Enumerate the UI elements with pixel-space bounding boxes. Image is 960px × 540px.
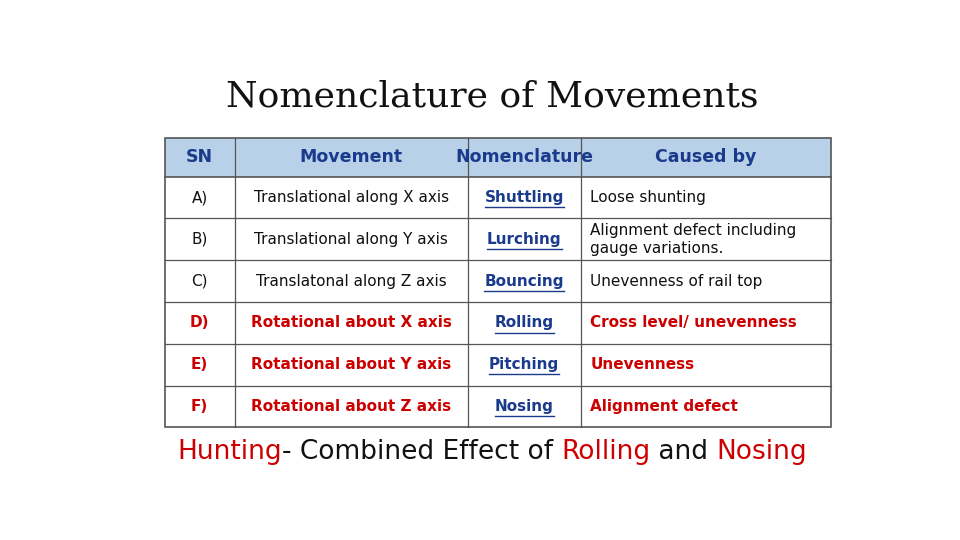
Text: D): D) — [190, 315, 209, 330]
Text: Lurching: Lurching — [487, 232, 562, 247]
Text: Translatonal along Z axis: Translatonal along Z axis — [255, 274, 446, 289]
Text: SN: SN — [186, 148, 213, 166]
Bar — [165, 219, 830, 260]
Text: Unevenness of rail top: Unevenness of rail top — [590, 274, 763, 289]
Bar — [165, 344, 830, 386]
Text: B): B) — [191, 232, 207, 247]
Text: Alignment defect including
gauge variations.: Alignment defect including gauge variati… — [590, 223, 797, 255]
Text: Rolling: Rolling — [494, 315, 554, 330]
Text: and: and — [650, 440, 716, 465]
Text: Alignment defect: Alignment defect — [590, 399, 738, 414]
Text: Translational along X axis: Translational along X axis — [253, 190, 448, 205]
Text: E): E) — [191, 357, 208, 372]
Text: Nosing: Nosing — [494, 399, 554, 414]
Text: Caused by: Caused by — [655, 148, 756, 166]
Text: C): C) — [191, 274, 208, 289]
Text: Pitching: Pitching — [489, 357, 560, 372]
Text: Loose shunting: Loose shunting — [590, 190, 707, 205]
Text: Shuttling: Shuttling — [485, 190, 564, 205]
Bar — [165, 260, 830, 302]
Text: Nomenclature of Movements: Nomenclature of Movements — [226, 79, 758, 113]
Text: Hunting: Hunting — [177, 440, 281, 465]
Text: F): F) — [191, 399, 208, 414]
Bar — [165, 138, 830, 177]
Bar — [165, 302, 830, 344]
Text: Nosing: Nosing — [716, 440, 807, 465]
Bar — [165, 386, 830, 427]
Bar — [165, 138, 830, 427]
Text: Rotational about Z axis: Rotational about Z axis — [251, 399, 451, 414]
Text: Movement: Movement — [300, 148, 402, 166]
Text: A): A) — [191, 190, 207, 205]
Text: - Combined Effect of: - Combined Effect of — [281, 440, 561, 465]
Text: Rolling: Rolling — [561, 440, 650, 465]
Text: Nomenclature: Nomenclature — [455, 148, 593, 166]
Text: Unevenness: Unevenness — [590, 357, 695, 372]
Text: Translational along Y axis: Translational along Y axis — [254, 232, 448, 247]
Text: Rotational about Y axis: Rotational about Y axis — [251, 357, 451, 372]
Bar — [165, 177, 830, 219]
Text: Bouncing: Bouncing — [485, 274, 564, 289]
Text: Rotational about X axis: Rotational about X axis — [251, 315, 451, 330]
Text: Cross level/ unevenness: Cross level/ unevenness — [590, 315, 797, 330]
